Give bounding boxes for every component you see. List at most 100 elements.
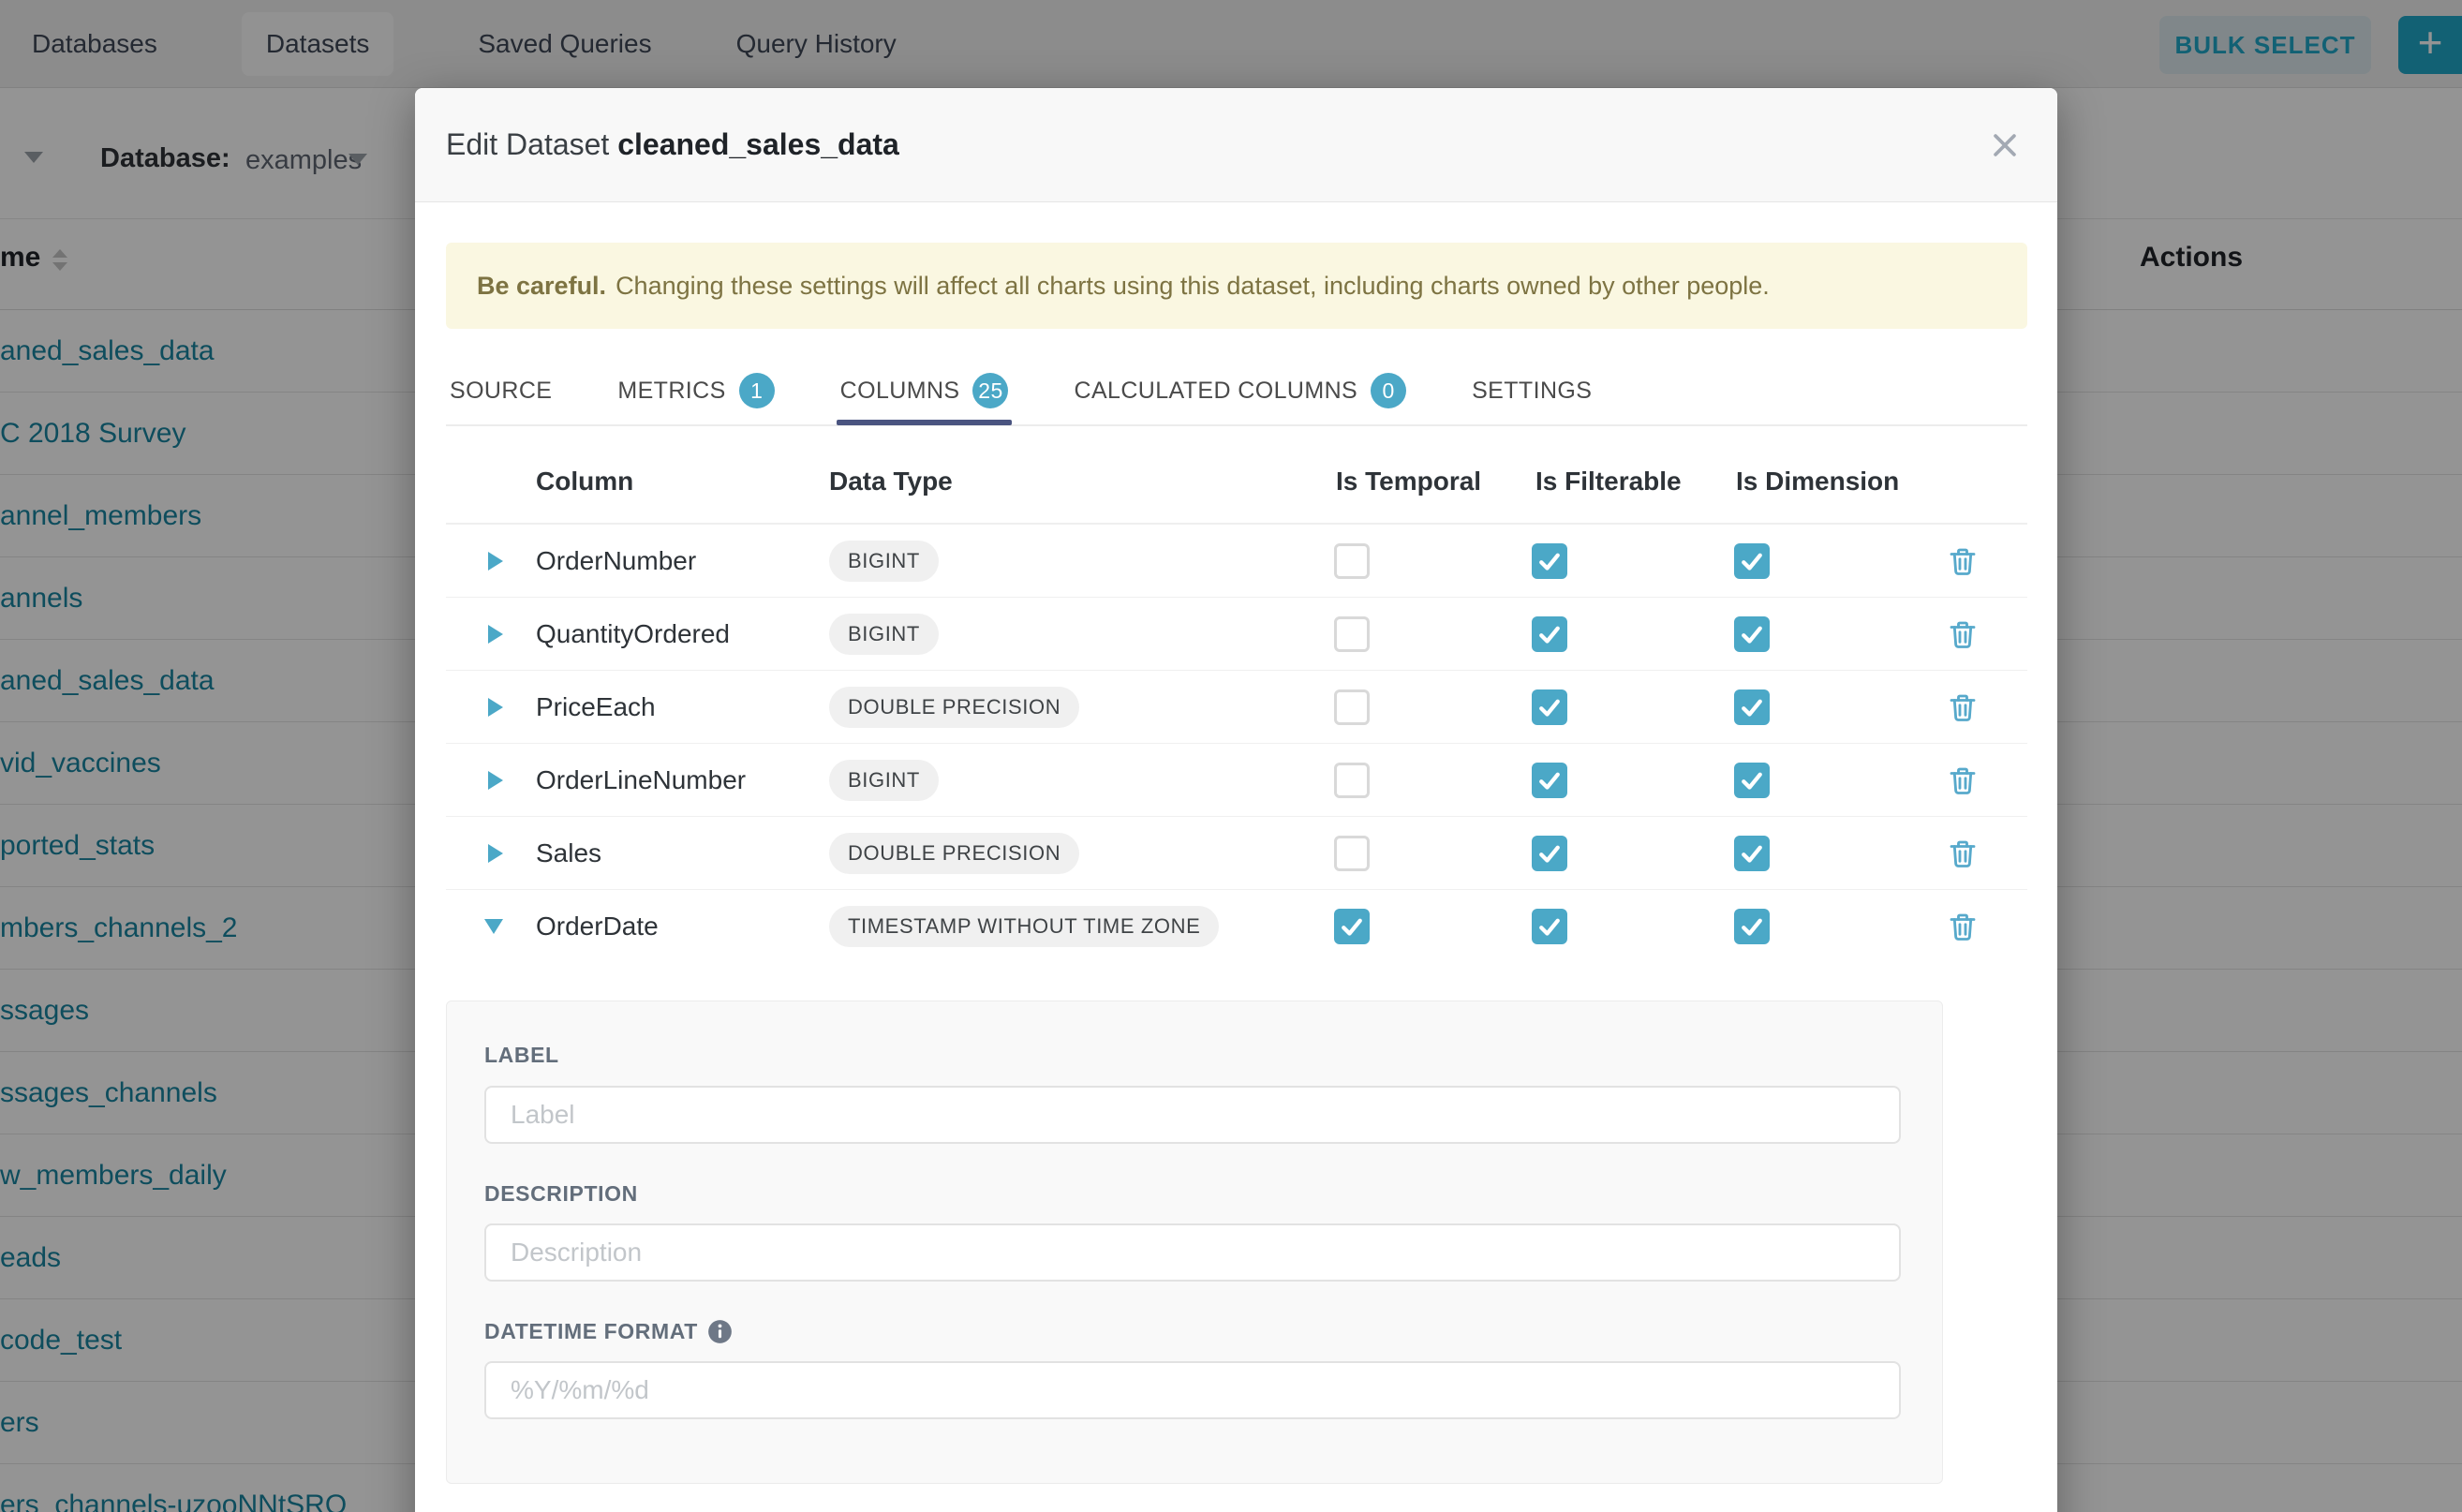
modal-tab-columns[interactable]: COLUMNS 25 — [836, 356, 1013, 425]
is-temporal-header: Is Temporal — [1336, 467, 1482, 496]
is-temporal-checkbox-unchecked[interactable] — [1334, 689, 1370, 725]
modal-tab-label: COLUMNS — [839, 377, 960, 404]
expand-caret-icon[interactable] — [488, 843, 503, 863]
dataset-link[interactable]: aned_sales_data — [0, 334, 215, 366]
database-filter-value[interactable]: examples — [245, 145, 363, 175]
is-filterable-checkbox-checked[interactable] — [1532, 762, 1567, 798]
dataset-link[interactable]: C 2018 Survey — [0, 417, 186, 449]
dataset-link[interactable]: ssages — [0, 994, 90, 1026]
modal-header: Edit Dataset cleaned_sales_data — [415, 88, 2057, 202]
nav-tab-databases[interactable]: Databases — [32, 28, 157, 58]
label-input[interactable] — [484, 1086, 1901, 1144]
is-filterable-checkbox-checked[interactable] — [1532, 689, 1567, 725]
data-type-pill: TIMESTAMP WITHOUT TIME ZONE — [829, 906, 1220, 947]
delete-column-icon[interactable] — [1946, 837, 1980, 870]
delete-column-icon[interactable] — [1946, 763, 1980, 797]
expand-caret-icon[interactable] — [488, 551, 503, 571]
divider — [446, 523, 2027, 525]
sort-icon[interactable] — [52, 249, 67, 271]
column-name: Sales — [536, 838, 602, 867]
tab-count-badge: 25 — [972, 373, 1009, 408]
expand-caret-icon[interactable] — [488, 697, 503, 717]
divider — [446, 424, 2027, 426]
collapse-caret-icon[interactable] — [484, 919, 503, 934]
column-name: QuantityOrdered — [536, 618, 730, 648]
dataset-link[interactable]: ers_channels-uzooNNtSRO — [0, 1489, 348, 1512]
column-header: Column — [536, 467, 634, 496]
is-temporal-checkbox-checked[interactable] — [1334, 909, 1370, 944]
is-temporal-checkbox-unchecked[interactable] — [1334, 835, 1370, 871]
data-type-pill: DOUBLE PRECISION — [829, 832, 1080, 874]
modal-tab-label: SOURCE — [450, 377, 553, 404]
data-type-header: Data Type — [829, 467, 953, 496]
dataset-link[interactable]: annel_members — [0, 499, 202, 531]
is-dimension-checkbox-checked[interactable] — [1734, 689, 1770, 725]
is-temporal-checkbox-unchecked[interactable] — [1334, 615, 1370, 652]
nav-tab-saved-queries[interactable]: Saved Queries — [478, 28, 652, 58]
data-type-pill: BIGINT — [829, 540, 939, 582]
info-icon[interactable] — [707, 1319, 733, 1344]
column-row-priceeach: PriceEach DOUBLE PRECISION — [446, 671, 2027, 744]
delete-column-icon[interactable] — [1946, 690, 1980, 724]
datetime-format-label-text: DATETIME FORMAT — [484, 1319, 698, 1343]
is-dimension-checkbox-checked[interactable] — [1734, 762, 1770, 798]
dataset-link[interactable]: ssages_channels — [0, 1076, 217, 1108]
tab-count-badge: 0 — [1371, 373, 1407, 408]
delete-column-icon[interactable] — [1946, 910, 1980, 943]
nav-tab-datasets[interactable]: Datasets — [241, 11, 394, 76]
is-filterable-header: Is Filterable — [1535, 467, 1682, 496]
data-type-pill: BIGINT — [829, 613, 939, 655]
close-icon[interactable] — [1981, 122, 2028, 169]
dataset-link[interactable]: w_members_daily — [0, 1159, 227, 1191]
warning-banner-text: Changing these settings will affect all … — [616, 271, 1770, 300]
dataset-row: ers_channels-uzooNNtSRO — [0, 1464, 2462, 1512]
data-type-pill: DOUBLE PRECISION — [829, 686, 1080, 728]
column-name: PriceEach — [536, 691, 656, 721]
is-dimension-checkbox-checked[interactable] — [1734, 542, 1770, 579]
name-column-header[interactable]: me — [0, 242, 41, 273]
chevron-down-icon[interactable] — [349, 154, 367, 165]
add-dataset-button[interactable]: + — [2398, 16, 2462, 74]
description-input[interactable] — [484, 1223, 1901, 1282]
dataset-link[interactable]: eads — [0, 1241, 62, 1273]
delete-column-icon[interactable] — [1946, 544, 1980, 578]
is-filterable-checkbox-checked[interactable] — [1532, 615, 1567, 652]
nav-tab-query-history[interactable]: Query History — [735, 28, 897, 58]
dataset-link[interactable]: ers — [0, 1406, 39, 1438]
column-name: OrderDate — [536, 912, 659, 941]
modal-tab-metrics[interactable]: METRICS 1 — [614, 356, 778, 425]
dataset-link[interactable]: vid_vaccines — [0, 747, 161, 778]
dataset-link[interactable]: annels — [0, 582, 83, 614]
expand-caret-icon[interactable] — [488, 624, 503, 644]
is-filterable-checkbox-checked[interactable] — [1532, 909, 1567, 944]
is-dimension-checkbox-checked[interactable] — [1734, 909, 1770, 944]
modal-title: Edit Dataset cleaned_sales_data — [446, 127, 899, 162]
modal-tab-calculated-columns[interactable]: CALCULATED COLUMNS 0 — [1070, 356, 1410, 425]
datetime-format-input[interactable] — [484, 1361, 1901, 1419]
column-row-quantityordered: QuantityOrdered BIGINT — [446, 598, 2027, 671]
modal-tab-label: CALCULATED COLUMNS — [1074, 377, 1358, 404]
columns-table-header: Column Data Type Is Temporal Is Filterab… — [446, 440, 2027, 523]
is-filterable-checkbox-checked[interactable] — [1532, 835, 1567, 871]
is-temporal-checkbox-unchecked[interactable] — [1334, 542, 1370, 579]
is-dimension-checkbox-checked[interactable] — [1734, 615, 1770, 652]
top-navigation-bar: Databases Datasets Saved Queries Query Hist… — [0, 0, 2462, 88]
warning-banner-bold: Be careful. — [477, 271, 607, 300]
column-name: OrderNumber — [536, 545, 697, 575]
modal-tab-settings[interactable]: SETTINGS — [1468, 356, 1595, 425]
dataset-link[interactable]: aned_sales_data — [0, 664, 215, 696]
tab-count-badge: 1 — [738, 373, 775, 408]
columns-table: OrderNumber BIGINT QuantityOrdered BIGINT Pr… — [446, 525, 2027, 963]
is-filterable-checkbox-checked[interactable] — [1532, 542, 1567, 579]
dataset-link[interactable]: mbers_channels_2 — [0, 912, 238, 943]
dataset-link[interactable]: ported_stats — [0, 829, 156, 861]
chevron-down-icon[interactable] — [24, 152, 43, 163]
modal-title-dataset-name: cleaned_sales_data — [617, 127, 899, 161]
delete-column-icon[interactable] — [1946, 617, 1980, 651]
modal-tab-source[interactable]: SOURCE — [446, 356, 556, 425]
dataset-link[interactable]: code_test — [0, 1324, 123, 1356]
expand-caret-icon[interactable] — [488, 770, 503, 790]
is-temporal-checkbox-unchecked[interactable] — [1334, 762, 1370, 798]
bulk-select-button[interactable]: BULK SELECT — [2159, 16, 2371, 74]
is-dimension-checkbox-checked[interactable] — [1734, 835, 1770, 871]
